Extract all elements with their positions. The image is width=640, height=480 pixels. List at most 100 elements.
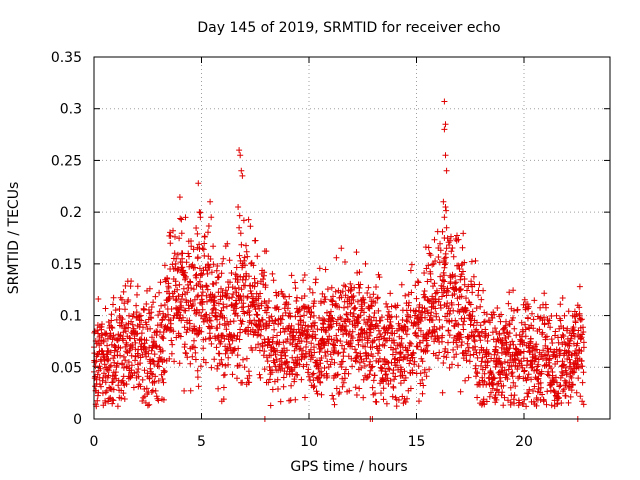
data-point [353, 392, 360, 398]
data-point [215, 300, 222, 307]
data-point [161, 357, 168, 363]
data-point [220, 255, 227, 262]
data-point [424, 307, 431, 314]
data-point [137, 383, 144, 390]
data-point [108, 362, 114, 369]
data-point [121, 300, 128, 307]
data-point [306, 332, 313, 339]
data-point [402, 399, 409, 405]
data-point [560, 333, 567, 340]
data-point [462, 307, 469, 314]
data-point [561, 312, 568, 319]
data-point [458, 271, 465, 278]
data-point [549, 340, 556, 346]
data-point [263, 321, 270, 328]
data-point [424, 278, 431, 285]
data-point [480, 319, 487, 326]
data-point [287, 313, 294, 320]
data-point [234, 312, 241, 319]
data-point [460, 268, 466, 275]
data-point [544, 345, 551, 352]
data-point [544, 388, 551, 395]
data-point [234, 273, 240, 279]
data-point [144, 402, 151, 409]
data-point [103, 387, 110, 394]
data-point [580, 344, 587, 351]
data-point [460, 230, 467, 237]
data-point [150, 299, 157, 306]
data-point [414, 278, 421, 285]
data-point [330, 396, 337, 402]
data-point [574, 302, 581, 309]
data-point [316, 314, 323, 321]
data-point [342, 327, 349, 334]
data-point [369, 321, 376, 328]
data-point [441, 98, 448, 105]
data-point [222, 350, 229, 357]
data-point [384, 359, 391, 365]
data-point [94, 327, 101, 334]
data-point [133, 302, 140, 309]
data-point [492, 392, 499, 398]
data-point [347, 288, 354, 294]
data-point [540, 347, 547, 354]
data-point [128, 278, 135, 285]
data-point [533, 341, 540, 348]
data-point [478, 362, 484, 369]
data-point [450, 253, 457, 260]
data-point [384, 375, 391, 382]
data-point [427, 276, 434, 283]
data-point [565, 399, 572, 406]
data-point [562, 392, 569, 399]
data-point [361, 309, 367, 316]
data-point [176, 281, 183, 288]
data-point [120, 364, 127, 371]
data-point [411, 358, 418, 365]
data-point [376, 336, 383, 343]
data-point [268, 352, 274, 359]
data-point [416, 301, 423, 308]
data-point [134, 283, 141, 290]
data-point [580, 329, 587, 335]
data-point [167, 240, 174, 247]
data-point [378, 314, 385, 321]
data-point [380, 396, 387, 403]
data-point [451, 291, 458, 297]
data-point [204, 298, 210, 305]
data-point [363, 375, 370, 381]
data-point [99, 377, 106, 384]
data-point [548, 336, 555, 343]
data-point [578, 316, 585, 323]
chart-title: Day 145 of 2019, SRMTID for receiver ech… [197, 20, 500, 36]
data-point [186, 320, 193, 327]
data-point [300, 363, 307, 370]
data-point [528, 376, 535, 383]
data-point [463, 295, 469, 302]
data-point [372, 299, 379, 306]
data-point [324, 358, 331, 365]
data-point [534, 366, 541, 373]
data-point [430, 283, 436, 290]
data-point [543, 333, 550, 340]
data-point [551, 388, 558, 395]
data-point [122, 306, 128, 313]
data-point [574, 340, 581, 347]
data-point [108, 311, 115, 318]
data-point [187, 279, 194, 286]
data-point [406, 360, 413, 367]
data-point [358, 364, 365, 371]
data-point [178, 230, 185, 237]
data-point [445, 288, 452, 295]
data-point [246, 379, 253, 386]
data-point [533, 355, 539, 362]
data-point [110, 301, 116, 308]
data-point [416, 398, 422, 405]
data-point [279, 312, 286, 319]
data-point [182, 214, 189, 221]
data-point [300, 347, 306, 354]
data-point [245, 216, 252, 223]
data-point [256, 371, 263, 378]
data-point [425, 297, 432, 304]
data-point [216, 350, 223, 357]
data-point [119, 296, 125, 303]
